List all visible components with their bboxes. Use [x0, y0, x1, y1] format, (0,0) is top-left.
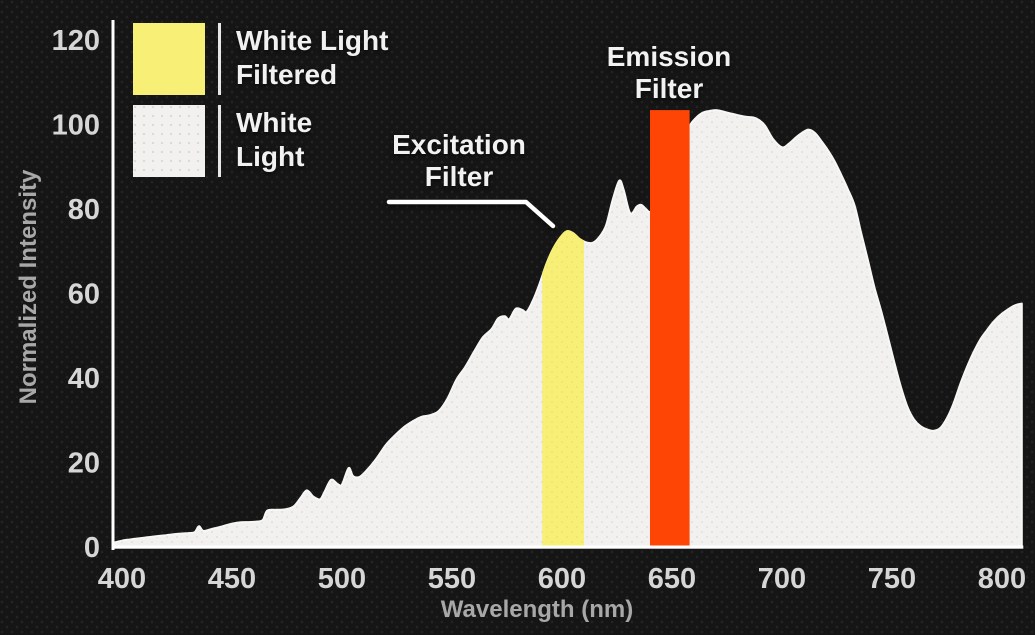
- x-axis-title: Wavelength (nm): [440, 596, 634, 623]
- y-tick-label: 100: [52, 110, 100, 142]
- y-tick-label: 60: [68, 279, 100, 311]
- y-tick-label: 40: [68, 363, 100, 395]
- legend-label: White Light Filtered: [236, 25, 389, 90]
- x-axis-line: [111, 545, 1024, 549]
- y-axis-line: [111, 20, 115, 550]
- legend: White Light Filtered White Light: [133, 23, 388, 187]
- legend-swatch-white-light: [133, 105, 205, 177]
- legend-separator: [218, 105, 221, 177]
- x-tick-label: 400: [98, 563, 146, 595]
- y-tick-label: 80: [68, 194, 100, 226]
- x-tick-label: 650: [648, 563, 696, 595]
- x-tick-label: 600: [538, 563, 586, 595]
- legend-label: White Light: [236, 107, 313, 172]
- legend-item-white-light-filtered: White Light Filtered: [133, 23, 388, 95]
- emission-filter-bar: [650, 110, 690, 547]
- y-tick-label: 0: [84, 532, 100, 564]
- x-tick-label: 700: [758, 563, 806, 595]
- x-tick-label: 450: [208, 563, 256, 595]
- legend-swatch-white-light-filtered: [133, 23, 205, 95]
- x-tick-label: 800: [978, 563, 1026, 595]
- x-tick-label: 550: [428, 563, 476, 595]
- y-tick-label: 120: [52, 25, 100, 57]
- x-tick-label: 500: [318, 563, 366, 595]
- excitation-pointer-line: [386, 199, 556, 229]
- emission-filter-label: Emission Filter: [606, 41, 732, 104]
- y-tick-label: 20: [68, 448, 100, 480]
- legend-item-white-light: White Light: [133, 105, 388, 177]
- excitation-band-area: [542, 230, 585, 547]
- excitation-filter-label: Excitation Filter: [392, 129, 526, 192]
- legend-separator: [218, 23, 221, 95]
- y-axis-title: Normalized Intensity: [15, 169, 42, 405]
- x-tick-label: 750: [868, 563, 916, 595]
